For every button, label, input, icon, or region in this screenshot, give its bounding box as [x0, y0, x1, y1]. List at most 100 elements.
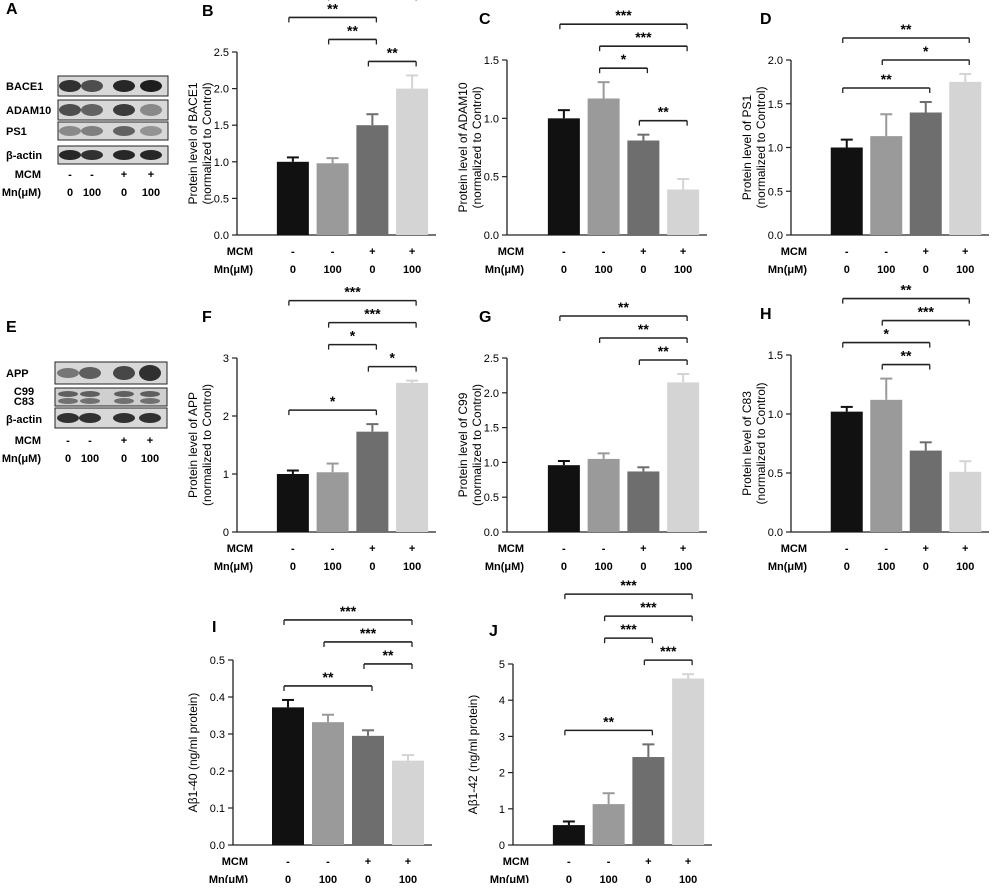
mcm-value: + [369, 246, 375, 258]
blot-band [113, 126, 135, 136]
panel-letter: G [479, 309, 491, 326]
mcm-value: - [884, 543, 888, 555]
significance-label: ** [638, 321, 649, 337]
mn-value: 100 [323, 561, 341, 573]
significance-label: ** [387, 44, 398, 60]
bar [667, 382, 700, 532]
mn-value: 100 [594, 264, 612, 276]
mn-value: 100 [956, 264, 974, 276]
y-tick-label: 3 [499, 731, 505, 743]
mcm-row-label: MCM [498, 543, 524, 555]
blot-band [59, 104, 81, 116]
y-tick-label: 0.5 [768, 468, 783, 480]
y-tick-label: 1.5 [768, 350, 783, 362]
mn-value: 100 [141, 453, 159, 465]
mcm-value: + [685, 856, 691, 868]
significance-label: *** [344, 284, 361, 300]
panel-letter: H [760, 306, 772, 323]
mcm-value: + [405, 856, 411, 868]
panel-letter: J [489, 623, 498, 640]
blot-band [113, 80, 135, 92]
chart-g: G 0.0 0.5 1.0 1.5 2.0 2.5 Protein level of C99(… [456, 299, 707, 573]
significance-label: * [621, 51, 627, 67]
y-tick-label: 0.0 [484, 527, 499, 539]
bar [949, 471, 982, 532]
y-tick-label: 1 [223, 469, 229, 481]
y-tick-label: 1.0 [214, 157, 229, 169]
mcm-value: - [607, 856, 611, 868]
mcm-value: - [845, 246, 849, 258]
band-label: C99 [14, 386, 34, 398]
mn-value: 0 [365, 874, 371, 883]
mn-value: 0 [65, 453, 71, 465]
blot-band [80, 391, 100, 397]
bar [547, 465, 580, 532]
mcm-value: + [147, 435, 153, 447]
y-tick-label: 5 [499, 659, 505, 671]
significance-label: * [390, 350, 396, 366]
y-tick-label: 0.0 [214, 230, 229, 242]
mn-value: 0 [121, 187, 127, 199]
y-tick-label: 1.5 [214, 120, 229, 132]
blot-strip [54, 407, 168, 429]
mcm-value: + [962, 543, 968, 555]
band-label: ADAM10 [6, 105, 51, 117]
y-axis-label: Protein level of C83 [740, 391, 754, 496]
significance-label: *** [918, 304, 935, 320]
bar [909, 112, 942, 235]
blot-band [114, 391, 134, 397]
blot-band [140, 391, 160, 397]
blot-band [81, 150, 103, 160]
mcm-value: - [326, 856, 330, 868]
mn-value: 0 [844, 264, 850, 276]
mcm-value: + [640, 543, 646, 555]
blot-band [59, 80, 81, 92]
mcm-value: + [923, 543, 929, 555]
y-tick-label: 0.5 [214, 193, 229, 205]
mcm-value: - [845, 543, 849, 555]
mcm-value: + [962, 246, 968, 258]
mn-value: 100 [877, 264, 895, 276]
blot-band [139, 365, 161, 381]
mn-value: 100 [594, 561, 612, 573]
significance-label: ** [383, 647, 394, 663]
panel-letter: I [212, 619, 216, 636]
mcm-value: - [331, 246, 335, 258]
bar [272, 707, 304, 845]
mn-row-label: Mn(μM) [485, 561, 524, 573]
blot-strip [54, 361, 168, 385]
panel-letter: E [6, 319, 17, 336]
mn-value: 100 [399, 874, 417, 883]
band-label: BACE1 [6, 81, 43, 93]
mn-row-label: Mn(μM) [485, 264, 524, 276]
y-tick-label: 1.0 [484, 457, 499, 469]
panel-letter: A [6, 1, 18, 18]
mn-value: 0 [566, 874, 572, 883]
y-tick-label: 1.0 [484, 113, 499, 125]
bar [356, 431, 389, 532]
mn-value: 100 [956, 561, 974, 573]
bar [552, 825, 585, 845]
bar [949, 81, 982, 235]
significance-label: *** [620, 577, 637, 593]
mn-value: 0 [121, 453, 127, 465]
significance-label: ** [658, 343, 669, 359]
y-axis-label-sub: (normalized to Control) [200, 82, 214, 204]
mn-value: 100 [81, 453, 99, 465]
y-axis-label-sub: (normalized to Control) [470, 384, 484, 506]
mn-value: 100 [674, 561, 692, 573]
y-tick-label: 0 [499, 840, 505, 852]
bar [870, 136, 903, 235]
mn-value: 100 [877, 561, 895, 573]
mn-value: 100 [83, 187, 101, 199]
significance-label: *** [340, 603, 357, 619]
y-tick-label: 0.0 [768, 527, 783, 539]
mn-value: 100 [403, 561, 421, 573]
mcm-value: + [640, 246, 646, 258]
mcm-row-label: MCM [781, 246, 807, 258]
blot-band [113, 413, 135, 423]
blot-band [79, 367, 101, 379]
y-tick-label: 0.5 [768, 186, 783, 198]
mcm-value: + [121, 169, 127, 181]
y-axis-label: Aβ1-40 (ng/ml protein) [186, 693, 200, 813]
